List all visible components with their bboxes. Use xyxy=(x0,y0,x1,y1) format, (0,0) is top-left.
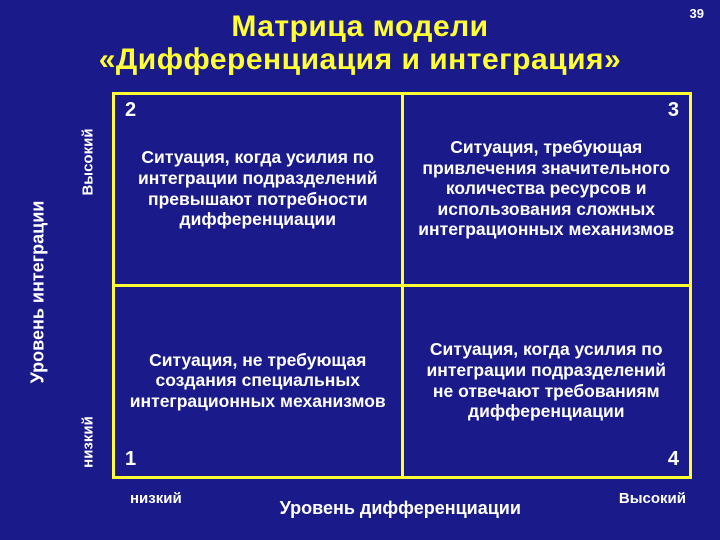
title-line-1: Матрица модели xyxy=(231,10,488,43)
page-number: 39 xyxy=(690,6,704,21)
y-axis-low-label: низкий xyxy=(80,416,97,468)
title-line-2: «Дифференциация и интеграция» xyxy=(99,43,622,76)
x-axis: низкий Уровень дифференциации Высокий xyxy=(112,490,692,519)
cell-text-top-right: Ситуация, требующая привлечения значител… xyxy=(416,137,678,240)
x-axis-title: Уровень дифференциации xyxy=(182,490,619,519)
matrix-stage: Уровень интеграции Высокий низкий 2 Ситу… xyxy=(0,92,720,540)
cell-top-right: 3 Ситуация, требующая привлечения значит… xyxy=(402,94,691,286)
cell-number-4: 4 xyxy=(668,448,679,472)
cell-top-left: 2 Ситуация, когда усилия по интеграции п… xyxy=(114,94,403,286)
cell-number-2: 2 xyxy=(125,99,136,123)
cell-bottom-left: 1 Ситуация, не требующая создания специа… xyxy=(114,286,403,478)
cell-number-1: 1 xyxy=(125,448,136,472)
y-axis-high-label: Высокий xyxy=(80,128,97,195)
cell-text-top-left: Ситуация, когда усилия по интеграции под… xyxy=(127,147,389,230)
cell-bottom-right: 4 Ситуация, когда усилия по интеграции п… xyxy=(402,286,691,478)
cell-text-bottom-left: Ситуация, не требующая создания специаль… xyxy=(127,350,389,412)
x-axis-low-label: низкий xyxy=(112,490,182,507)
cell-text-bottom-right: Ситуация, когда усилия по интеграции под… xyxy=(416,339,678,422)
y-axis-title: Уровень интеграции xyxy=(28,201,49,384)
slide-title: Матрица модели «Дифференциация и интегра… xyxy=(0,0,720,82)
x-axis-high-label: Высокий xyxy=(619,490,692,507)
cell-number-3: 3 xyxy=(668,99,679,123)
matrix-grid: 2 Ситуация, когда усилия по интеграции п… xyxy=(112,92,692,479)
